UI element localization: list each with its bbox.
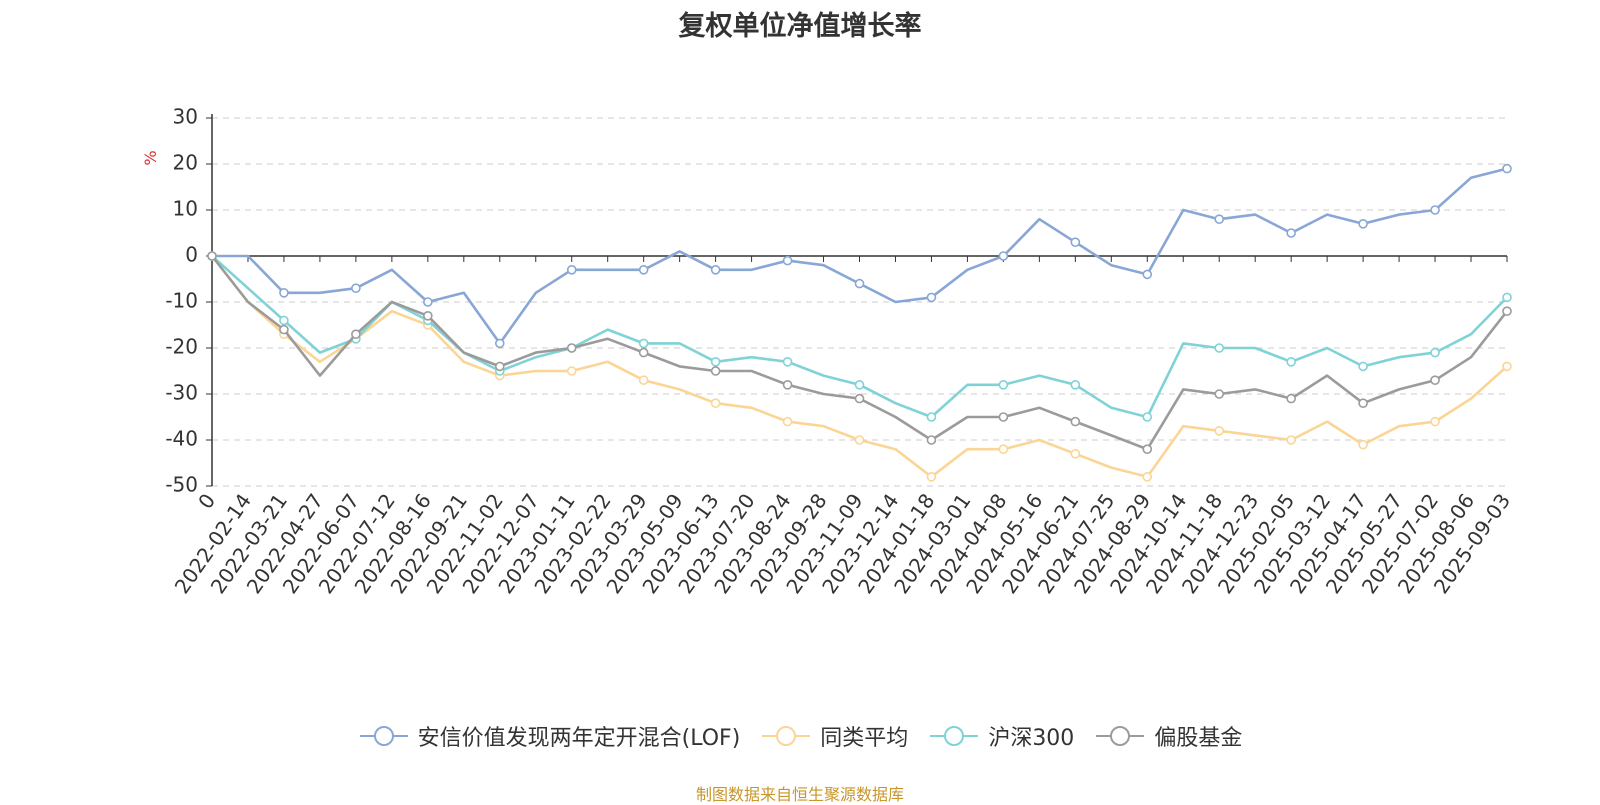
- legend-equity-label: 偏股基金: [1154, 726, 1243, 751]
- data-point-fund: [1070, 237, 1081, 247]
- data-source-footer: 制图数据来自恒生聚源数据库: [695, 785, 904, 804]
- legend-item-fund[interactable]: 安信价值发现两年定开混合(LOF): [358, 720, 741, 752]
- data-point-peer: [998, 444, 1009, 455]
- legend-hs300-icon: [930, 726, 979, 746]
- data-point-hs300: [1142, 412, 1153, 422]
- legend-equity-icon: [1096, 726, 1145, 746]
- data-point-equity: [926, 435, 937, 445]
- data-point-peer: [1430, 416, 1440, 427]
- data-point-hs300: [998, 379, 1009, 390]
- y-tick-label: 30: [173, 105, 198, 129]
- y-tick-label: 10: [173, 197, 198, 221]
- data-point-fund: [1502, 163, 1512, 174]
- data-point-equity: [1142, 444, 1153, 455]
- data-point-fund: [566, 264, 577, 275]
- data-point-equity: [998, 412, 1009, 422]
- legend-item-equity[interactable]: 偏股基金: [1094, 720, 1242, 752]
- data-point-equity: [638, 347, 649, 358]
- legend-item-peer[interactable]: 同类平均: [760, 720, 908, 752]
- data-point-equity: [207, 251, 217, 261]
- legend-hs300-label: 沪深300: [988, 726, 1075, 751]
- data-point-fund: [1430, 205, 1440, 215]
- data-point-equity: [1286, 393, 1296, 404]
- y-tick-label: -10: [165, 289, 198, 313]
- data-point-peer: [1070, 448, 1081, 459]
- y-tick-label: -50: [165, 473, 198, 497]
- data-point-hs300: [1214, 343, 1225, 353]
- data-point-fund: [710, 264, 721, 275]
- chart-title: 复权单位净值增长率: [678, 11, 922, 42]
- data-point-fund: [351, 283, 361, 294]
- data-point-hs300: [926, 412, 937, 422]
- data-point-hs300: [1358, 361, 1368, 372]
- data-point-hs300: [638, 338, 649, 349]
- data-point-fund: [998, 251, 1009, 261]
- data-point-peer: [1214, 425, 1225, 436]
- series-lines: [207, 163, 1512, 482]
- data-point-equity: [351, 329, 361, 340]
- data-point-equity: [566, 343, 577, 353]
- axes: 3020100-10-20-30-40-50%02022-02-142022-0…: [141, 105, 1515, 599]
- data-point-equity: [854, 393, 865, 404]
- data-point-fund: [423, 297, 433, 307]
- data-point-fund: [854, 278, 865, 289]
- data-point-hs300: [279, 315, 289, 326]
- data-point-peer: [1286, 435, 1296, 445]
- data-point-hs300: [710, 356, 721, 367]
- data-point-peer: [638, 375, 649, 386]
- legend: 安信价值发现两年定开混合(LOF) 同类平均 沪深300 偏股基金: [0, 720, 1600, 752]
- data-point-equity: [494, 361, 505, 372]
- data-point-hs300: [782, 356, 793, 367]
- grid-lines: [212, 117, 1507, 487]
- data-point-peer: [1358, 439, 1368, 450]
- data-point-fund: [782, 255, 793, 266]
- line-chart: 3020100-10-20-30-40-50%02022-02-142022-0…: [141, 105, 1515, 599]
- data-point-fund: [1286, 228, 1296, 238]
- y-tick-label: -40: [165, 427, 198, 451]
- data-point-peer: [854, 435, 865, 445]
- legend-peer-icon: [762, 726, 811, 746]
- y-axis-unit-label: %: [141, 150, 160, 165]
- x-tick-label: 0: [193, 489, 220, 513]
- data-point-equity: [1430, 375, 1440, 386]
- data-point-equity: [1214, 389, 1225, 399]
- data-point-fund: [1142, 269, 1153, 280]
- data-point-peer: [1142, 471, 1153, 482]
- data-point-equity: [782, 379, 793, 390]
- data-point-hs300: [1502, 292, 1512, 303]
- data-point-equity: [279, 324, 289, 335]
- legend-peer-label: 同类平均: [820, 726, 909, 751]
- data-point-equity: [1358, 398, 1368, 409]
- data-point-peer: [566, 366, 577, 376]
- y-tick-label: -20: [165, 335, 198, 359]
- data-point-equity: [1502, 306, 1512, 317]
- data-point-hs300: [854, 379, 865, 390]
- data-point-equity: [710, 366, 721, 376]
- legend-fund-label: 安信价值发现两年定开混合(LOF): [417, 726, 741, 751]
- data-point-fund: [279, 287, 289, 298]
- data-point-fund: [494, 338, 505, 349]
- data-point-peer: [926, 471, 937, 482]
- data-point-peer: [710, 398, 721, 409]
- data-point-fund: [1358, 219, 1368, 229]
- y-tick-label: 20: [173, 151, 198, 175]
- y-tick-label: -30: [165, 381, 198, 405]
- data-point-peer: [782, 416, 793, 427]
- legend-fund-icon: [359, 726, 408, 746]
- data-point-equity: [423, 310, 433, 321]
- data-point-fund: [926, 292, 937, 303]
- y-tick-label: 0: [185, 243, 198, 267]
- data-point-hs300: [1430, 347, 1440, 358]
- data-point-equity: [1070, 416, 1081, 427]
- data-point-peer: [1502, 361, 1512, 372]
- data-point-fund: [638, 264, 649, 275]
- data-point-hs300: [1286, 356, 1296, 367]
- data-point-hs300: [1070, 379, 1081, 390]
- data-point-fund: [1214, 214, 1225, 224]
- legend-item-hs300[interactable]: 沪深300: [928, 720, 1074, 752]
